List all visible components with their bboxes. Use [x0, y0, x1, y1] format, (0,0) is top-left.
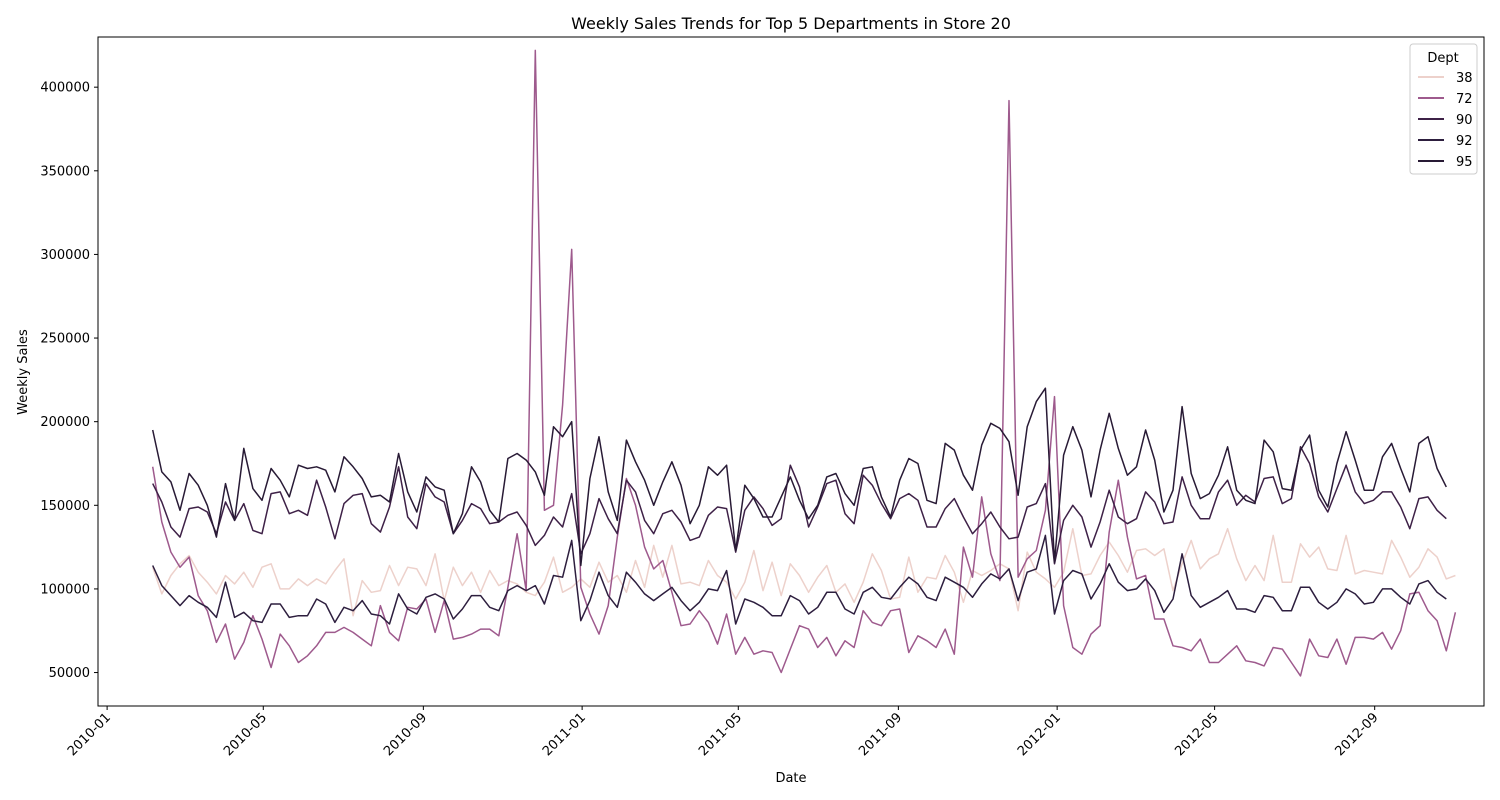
series-line-dept-90 — [152, 446, 1447, 565]
legend-items: 38 72 90 92 95 — [1418, 71, 1473, 170]
chart-title: Weekly Sales Trends for Top 5 Department… — [571, 14, 1011, 33]
y-axis-label: Weekly Sales — [16, 329, 31, 415]
y-tick-label: 100000 — [40, 582, 90, 597]
series-line-dept-72 — [151, 49, 1457, 677]
y-tick-label: 50000 — [49, 666, 90, 681]
series-line-dept-95 — [151, 387, 1447, 567]
series-lines — [151, 49, 1457, 677]
legend-label: 38 — [1456, 71, 1473, 86]
y-tick-label: 400000 — [40, 81, 90, 96]
y-tick-label: 200000 — [40, 415, 90, 430]
legend-label: 92 — [1456, 134, 1473, 149]
legend: Dept 38 72 90 92 95 — [1409, 43, 1478, 175]
series-line-dept-92 — [152, 534, 1447, 625]
legend-label: 90 — [1456, 113, 1473, 128]
x-axis-label: Date — [775, 771, 806, 786]
legend-title: Dept — [1427, 51, 1458, 66]
legend-label: 95 — [1456, 155, 1473, 170]
y-tick-label: 350000 — [40, 164, 90, 179]
series-line-dept-38 — [151, 527, 1456, 617]
plot-area — [97, 36, 1485, 707]
y-tick-label: 250000 — [40, 332, 90, 347]
y-tick-label: 300000 — [40, 248, 90, 263]
y-tick-label: 150000 — [40, 499, 90, 514]
y-axis: 50000 100000 150000 200000 250000 300000 35000… — [40, 81, 98, 681]
legend-label: 72 — [1456, 92, 1473, 107]
